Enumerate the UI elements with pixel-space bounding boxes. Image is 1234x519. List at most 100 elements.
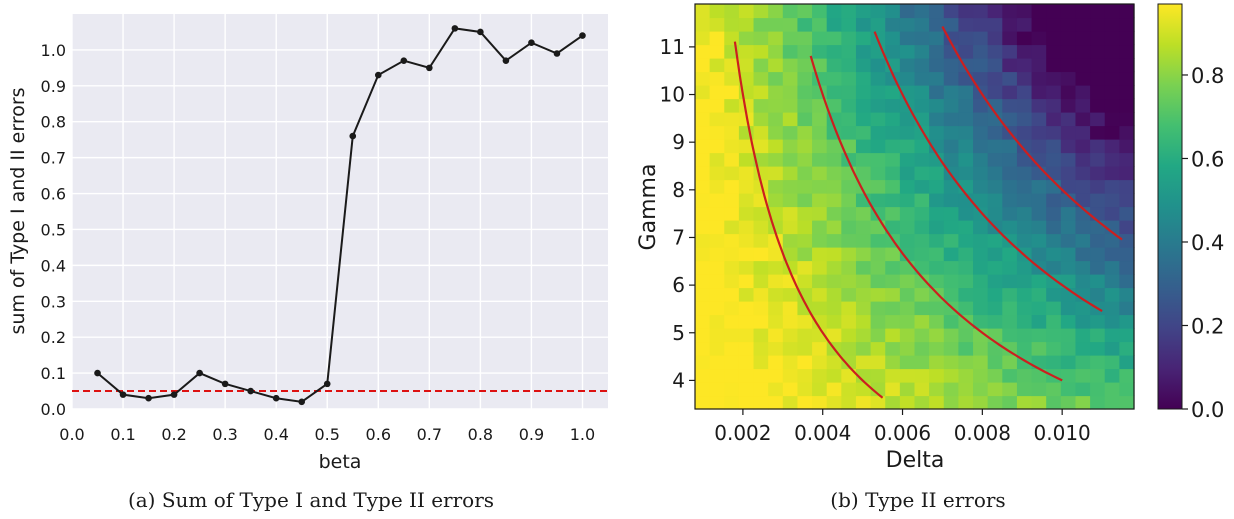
heatmap-cell (782, 193, 799, 208)
heatmap-cell (870, 355, 886, 370)
heatmap-cell (724, 139, 740, 154)
heatmap-cell (797, 179, 813, 194)
heatmap-cell (958, 382, 974, 397)
heatmap-cell (724, 314, 740, 329)
heatmap-cell (1090, 274, 1106, 289)
heatmap-cell (1002, 179, 1018, 194)
heatmap-cell (914, 368, 930, 383)
heatmap-cell (899, 301, 916, 316)
heatmap-cell (826, 287, 842, 302)
data-point (502, 57, 510, 64)
heatmap-cell (1060, 355, 1077, 370)
heatmap-cell (973, 395, 989, 410)
x-tick-label: 0.2 (161, 425, 186, 444)
heatmap-cell (973, 44, 989, 59)
heatmap-cell (1104, 287, 1120, 302)
heatmap-cell (1090, 395, 1106, 410)
heatmap-cell (885, 85, 901, 100)
heatmap-cell (1002, 85, 1018, 100)
heatmap-cell (1046, 44, 1062, 59)
heatmap-cell (1016, 368, 1033, 383)
heatmap-cell (724, 71, 740, 86)
heatmap-cell (841, 355, 857, 370)
heatmap-cell (973, 220, 989, 235)
heatmap-cell (987, 274, 1003, 289)
heatmap-cell (1002, 4, 1018, 19)
heatmap-cell (753, 382, 769, 397)
heatmap-cell (870, 274, 886, 289)
heatmap-cell (753, 368, 769, 383)
heatmap-cell (782, 395, 799, 410)
heatmap-cell (885, 44, 901, 59)
heatmap-cell (768, 206, 784, 221)
contour-curve (733, 41, 884, 399)
heatmap-cell (899, 31, 916, 46)
heatmap-cell (695, 314, 711, 329)
data-point (451, 25, 459, 32)
heatmap-cell (782, 355, 799, 370)
heatmap-cell (1060, 274, 1077, 289)
heatmap-cell (885, 368, 901, 383)
heatmap-cell (870, 179, 886, 194)
heatmap-cell (753, 58, 769, 73)
y-axis-label: sum of Type I and II errors (7, 87, 29, 334)
heatmap-cell (1016, 85, 1033, 100)
heatmap-cell (1060, 314, 1077, 329)
heatmap-cell (768, 152, 784, 167)
heatmap-cell (914, 166, 930, 181)
y-tick-label: 9 (672, 130, 685, 154)
heatmap-cell (1002, 368, 1018, 383)
heatmap-cell (724, 355, 740, 370)
heatmap-cell (870, 58, 886, 73)
heatmap-cell (973, 71, 989, 86)
heatmap-cell (899, 220, 916, 235)
heatmap-cell (943, 17, 959, 32)
heatmap-cell (1016, 179, 1033, 194)
heatmap-cell (929, 341, 945, 356)
heatmap-cell (973, 287, 989, 302)
heatmap-cell (958, 274, 974, 289)
heatmap-cell (1016, 166, 1033, 181)
heatmap-cell (724, 260, 740, 275)
data-point (374, 71, 382, 79)
heatmap-cell (987, 301, 1003, 316)
heatmap-cell (1016, 328, 1033, 343)
heatmap-cell (797, 328, 813, 343)
heatmap-cell (973, 166, 989, 181)
y-tick-label: 6 (672, 273, 685, 297)
heatmap-cell (738, 395, 755, 410)
heatmap-cell (914, 382, 930, 397)
heatmap-cell (973, 382, 989, 397)
heatmap-cell (1075, 98, 1091, 113)
heatmap-cell (826, 17, 842, 32)
heatmap-cell (987, 260, 1003, 275)
heatmap-cell (812, 328, 828, 343)
heatmap-cell (943, 139, 959, 154)
heatmap-cell (1002, 31, 1018, 46)
heatmap-cell (1075, 233, 1091, 248)
heatmap-cell (753, 287, 769, 302)
heatmap-cell (914, 355, 930, 370)
data-point (272, 394, 280, 402)
heatmap-cell (1002, 220, 1018, 235)
heatmap-cell (826, 355, 842, 370)
heatmap-cell (1104, 395, 1120, 410)
heatmap-cell (1119, 31, 1135, 46)
heatmap-cell (841, 71, 857, 86)
heatmap-cell (1060, 179, 1077, 194)
heatmap-cell (812, 233, 828, 248)
heatmap-cell (738, 98, 755, 113)
heatmap-cell (841, 44, 857, 59)
heatmap-cell (797, 139, 813, 154)
heatmap-cell (695, 382, 711, 397)
heatmap-cell (1075, 85, 1091, 100)
heatmap-cell (1046, 220, 1062, 235)
heatmap-cell (826, 179, 842, 194)
heatmap-cell (841, 179, 857, 194)
heatmap-cell (1075, 166, 1091, 181)
heatmap-cell (724, 274, 740, 289)
heatmap-cell (885, 17, 901, 32)
heatmap-cell (797, 4, 813, 19)
heatmap-cell (768, 382, 784, 397)
heatmap-cell (826, 314, 842, 329)
